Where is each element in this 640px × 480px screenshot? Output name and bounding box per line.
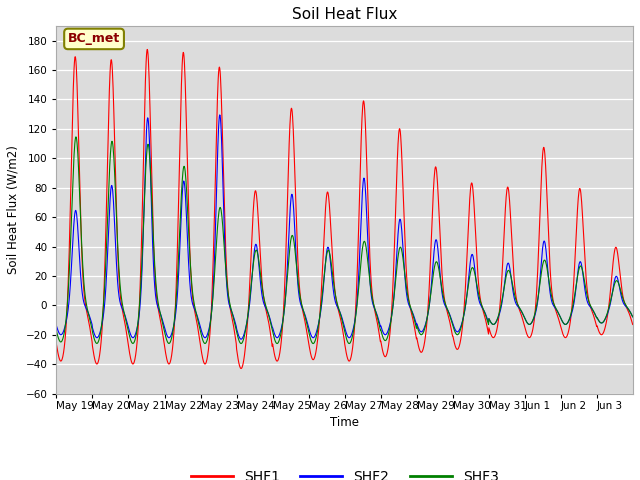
SHF3 (629, 314, 637, 320)
SHF2 (52, 323, 60, 329)
SHF3 (72, 134, 80, 140)
SHF1 (566, 323, 573, 329)
SHF1 (319, 248, 327, 254)
SHF2 (319, 285, 327, 291)
SHF1 (52, 341, 60, 347)
SHF2 (330, 293, 338, 299)
SHF1 (481, 315, 489, 321)
SHF2 (143, 127, 150, 133)
SHF1 (622, 303, 630, 309)
SHF2 (216, 112, 223, 118)
SHF3 (566, 315, 573, 321)
SHF2 (481, 310, 489, 316)
Line: SHF2: SHF2 (56, 115, 633, 339)
X-axis label: Time: Time (330, 416, 359, 429)
SHF3 (237, 341, 245, 347)
SHF3 (319, 281, 327, 287)
SHF2 (629, 314, 637, 320)
Legend: SHF1, SHF2, SHF3: SHF1, SHF2, SHF3 (186, 465, 504, 480)
SHF2 (622, 303, 630, 309)
SHF3 (143, 148, 151, 154)
Text: BC_met: BC_met (68, 33, 120, 46)
Y-axis label: Soil Heat Flux (W/m2): Soil Heat Flux (W/m2) (7, 145, 20, 274)
SHF3 (481, 311, 489, 316)
SHF1 (629, 322, 637, 327)
SHF2 (237, 336, 245, 342)
SHF3 (52, 328, 60, 334)
SHF1 (330, 281, 338, 287)
Title: Soil Heat Flux: Soil Heat Flux (292, 7, 397, 22)
SHF3 (330, 285, 338, 290)
Line: SHF3: SHF3 (56, 137, 633, 344)
SHF2 (566, 316, 573, 322)
SHF3 (622, 302, 630, 308)
SHF1 (237, 366, 245, 372)
SHF1 (143, 47, 151, 52)
SHF1 (143, 52, 150, 58)
Line: SHF1: SHF1 (56, 49, 633, 369)
